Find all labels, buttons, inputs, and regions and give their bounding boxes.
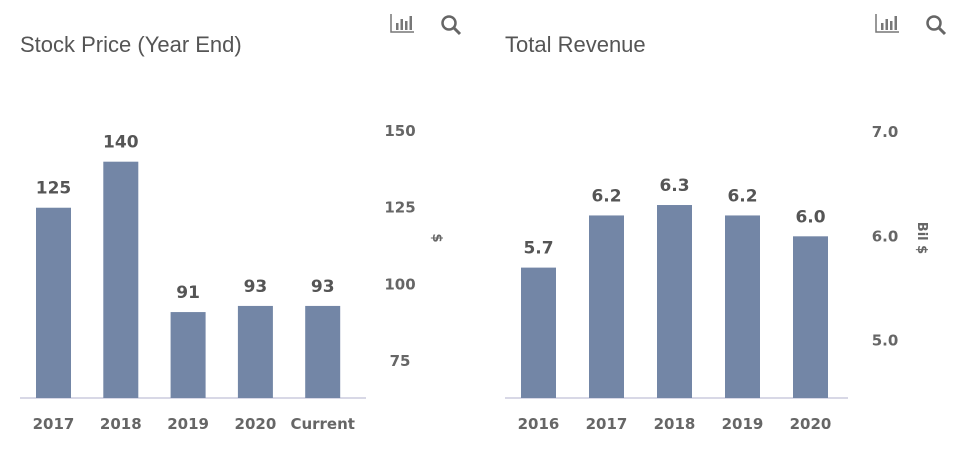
bar	[521, 267, 556, 398]
data-label: 140	[103, 133, 139, 153]
data-label: 6.3	[659, 176, 689, 196]
x-tick-label: 2019	[167, 415, 209, 433]
stock-price-chart: Stock Price (Year End) $ 75 100 125 150 125 2…	[20, 32, 444, 433]
chart-title: Total Revenue	[505, 32, 646, 57]
data-label: 6.2	[591, 186, 621, 206]
y-tick-label: 75	[390, 352, 411, 370]
x-tick-label: 2016	[518, 415, 560, 433]
x-tick-label: 2017	[33, 415, 75, 433]
x-tick-label: 2019	[722, 415, 764, 433]
data-label: 91	[176, 283, 200, 303]
y-tick-label: 100	[384, 275, 415, 293]
search-icon[interactable]	[441, 15, 462, 36]
y-tick-label: 7.0	[872, 123, 899, 141]
chart-title: Stock Price (Year End)	[20, 32, 242, 57]
search-icon[interactable]	[926, 15, 947, 36]
bar	[793, 236, 828, 398]
x-tick-label: 2020	[790, 415, 832, 433]
y-tick-label: 150	[384, 122, 415, 140]
bar	[103, 161, 139, 398]
x-tick-label: 2018	[654, 415, 696, 433]
data-label: 93	[311, 277, 335, 297]
data-label: 6.2	[727, 186, 757, 206]
data-label: 93	[244, 277, 268, 297]
data-label: 6.0	[795, 207, 825, 227]
bar	[36, 207, 71, 398]
bar-chart-icon[interactable]	[390, 14, 414, 33]
bar	[170, 312, 206, 398]
bar	[589, 215, 624, 398]
y-tick-label: 5.0	[872, 332, 899, 350]
x-tick-label: 2017	[586, 415, 628, 433]
data-label: 5.7	[523, 239, 553, 259]
data-label: 125	[36, 179, 72, 199]
y-tick-label: 125	[384, 199, 415, 217]
total-revenue-chart: Total Revenue Bil $ 5.0 6.0 7.0 5.7 2016 6.2 2…	[505, 32, 929, 433]
bar	[305, 305, 341, 398]
x-tick-label: 2018	[100, 415, 142, 433]
x-tick-label: Current	[290, 415, 355, 433]
bar	[237, 305, 273, 398]
y-axis-label: Bil $	[914, 222, 929, 254]
y-tick-label: 6.0	[872, 227, 899, 245]
bar-chart-icon[interactable]	[875, 14, 899, 33]
x-tick-label: 2020	[235, 415, 277, 433]
bar	[725, 215, 760, 398]
y-axis-label: $	[429, 233, 444, 242]
bar	[657, 205, 692, 398]
